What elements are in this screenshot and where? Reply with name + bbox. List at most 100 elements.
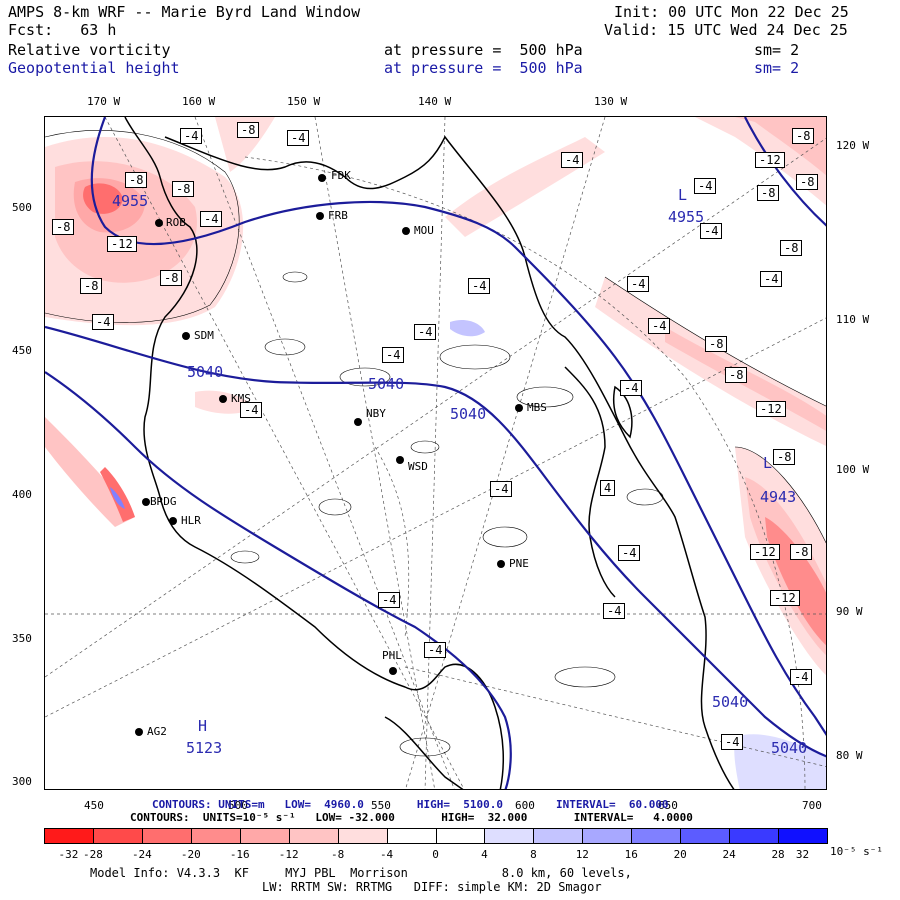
station-marker[interactable] — [169, 517, 177, 525]
station-label: MBS — [527, 401, 547, 414]
x-tick-label: 600 — [515, 799, 535, 812]
height-label: 5040 — [712, 693, 749, 711]
vorticity-contour-info: CONTOURS: UNITS=10⁻⁵ s⁻¹ LOW= -32.000 HI… — [130, 811, 693, 824]
station-label: MOU — [414, 224, 434, 237]
low-center-marker: L — [763, 454, 773, 472]
height-label: 5040 — [368, 375, 405, 393]
contour-label: -4 — [790, 669, 813, 685]
colorbar-tick-label: -20 — [180, 848, 201, 861]
station-marker[interactable] — [155, 219, 163, 227]
coastline-segment — [613, 385, 633, 439]
top-lon-label: 160 W — [182, 95, 216, 108]
top-lon-label: 150 W — [287, 95, 321, 108]
graticule-line — [404, 666, 826, 767]
station-marker[interactable] — [497, 560, 505, 568]
coastline — [124, 117, 735, 789]
colorbar-swatch — [631, 828, 682, 844]
vorticity-shading-region — [734, 734, 826, 789]
station-marker[interactable] — [402, 227, 410, 235]
contour-label: -4 — [240, 402, 263, 418]
contour-label: -12 — [756, 401, 786, 417]
station-label: HLR — [181, 514, 201, 527]
contour-label: -4 — [694, 178, 717, 194]
y-tick-label: 500 — [12, 201, 32, 214]
station-marker[interactable] — [515, 404, 523, 412]
contour-label: -8 — [757, 185, 780, 201]
colorbar-swatch — [582, 828, 633, 844]
station-marker[interactable] — [182, 332, 190, 340]
high-center-marker: H — [198, 717, 208, 735]
contour-label: -8 — [790, 544, 813, 560]
plot-title: AMPS 8-km WRF -- Marie Byrd Land Window — [8, 3, 361, 21]
contour-label: -4 — [648, 318, 671, 334]
height-contour — [45, 371, 512, 789]
field1-level: at pressure = 500 hPa — [384, 41, 583, 59]
height-contour — [90, 117, 826, 736]
colorbar-swatch — [92, 828, 143, 844]
station-marker[interactable] — [354, 418, 362, 426]
station-marker[interactable] — [389, 667, 397, 675]
map-canvas — [45, 117, 826, 789]
vorticity-contour — [230, 550, 260, 564]
contour-label: -12 — [750, 544, 780, 560]
vorticity-shading-region — [110, 487, 125, 509]
right-lon-label: 90 W — [836, 605, 863, 618]
contour-label: -4 — [561, 152, 584, 168]
contour-label: -8 — [725, 367, 748, 383]
x-tick-label: 650 — [658, 799, 678, 812]
colorbar-swatch — [533, 828, 584, 844]
vorticity-contour — [339, 367, 391, 387]
contour-label: -4 — [700, 223, 723, 239]
graticule-line — [244, 156, 806, 789]
graticule-line — [314, 117, 435, 789]
x-tick-label: 500 — [228, 799, 248, 812]
station-marker[interactable] — [219, 395, 227, 403]
station-marker[interactable] — [318, 174, 326, 182]
vorticity-shading — [45, 117, 826, 789]
map-panel[interactable] — [44, 116, 827, 790]
station-marker[interactable] — [142, 498, 150, 506]
height-label: 5123 — [186, 739, 223, 757]
graticule-line — [424, 117, 446, 789]
colorbar-tick-label: 12 — [575, 848, 589, 861]
contour-label: -12 — [755, 152, 785, 168]
height-contour — [744, 117, 826, 227]
station-label: KMS — [231, 392, 251, 405]
contour-label: -12 — [770, 590, 800, 606]
contour-label: -8 — [773, 449, 796, 465]
station-label: PHL — [382, 649, 402, 662]
colorbar-tick-label: 8 — [530, 848, 537, 861]
right-lon-label: 120 W — [836, 139, 870, 152]
height-label: 4943 — [760, 488, 797, 506]
station-marker[interactable] — [396, 456, 404, 464]
vorticity-contour — [264, 338, 306, 356]
field1-name: Relative vorticity — [8, 41, 171, 59]
station-label: FDK — [331, 169, 351, 182]
colorbar-tick-label: -32 — [58, 848, 79, 861]
colorbar-swatch — [729, 828, 780, 844]
graticule — [45, 117, 826, 789]
contour-label: -4 — [620, 380, 643, 396]
colorbar-tick-label: -4 — [379, 848, 394, 861]
coastline-segment — [164, 135, 735, 789]
right-lon-label: 100 W — [836, 463, 870, 476]
contour-label: 4 — [600, 480, 616, 496]
vorticity-shading-region — [215, 117, 275, 172]
station-marker[interactable] — [316, 212, 324, 220]
colorbar-swatch — [778, 828, 828, 844]
vorticity-contours — [45, 130, 826, 757]
coastline-segment — [564, 366, 616, 598]
x-tick-label: 550 — [371, 799, 391, 812]
contour-label: -4 — [627, 276, 650, 292]
colorbar-tick-label: 28 — [771, 848, 785, 861]
height-label: 5040 — [450, 405, 487, 423]
contour-label: -12 — [107, 236, 137, 252]
vorticity-contour — [554, 666, 616, 688]
field2-name: Geopotential height — [8, 59, 180, 77]
colorbar-swatch — [680, 828, 731, 844]
station-marker[interactable] — [135, 728, 143, 736]
field1-smoothing: sm= 2 — [754, 41, 800, 59]
vorticity-shading-region — [450, 320, 485, 337]
graticule-line — [374, 446, 410, 638]
contour-label: -4 — [618, 545, 641, 561]
